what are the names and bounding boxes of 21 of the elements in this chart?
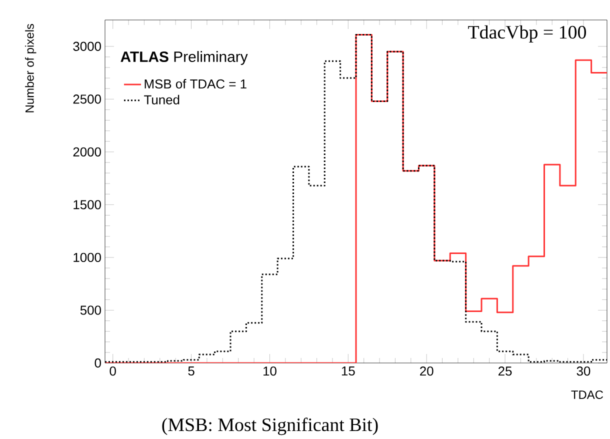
y-tick-label: 0 (94, 358, 101, 368)
x-tick-label: 15 (342, 366, 355, 376)
x-tick-label: 0 (110, 366, 116, 376)
x-tick-label: 10 (264, 366, 276, 376)
x-tick-label: 5 (188, 366, 194, 376)
legend-label: Tuned (144, 94, 180, 104)
annotation: ATLAS Preliminary (120, 51, 248, 65)
x-axis-title: TDAC (571, 390, 604, 399)
text: (MSB: Most Significant Bit) (162, 418, 378, 436)
x-tick-label: 20 (420, 366, 434, 376)
y-tick-label: 3000 (73, 42, 101, 51)
y-tick-label: 500 (80, 306, 101, 315)
y-axis-title: Number of pixels (25, 24, 36, 112)
y-tick-label: 1000 (74, 252, 101, 262)
x-tick-label: 30 (576, 366, 590, 376)
y-tick-label: 1500 (74, 200, 101, 210)
annotation: TdacVbp = 100 (468, 25, 586, 42)
y-tick-label: 2500 (73, 94, 101, 104)
y-tick-label: 2000 (73, 147, 101, 156)
x-tick-label: 25 (498, 366, 512, 376)
legend-label: MSB of TDAC = 1 (144, 79, 246, 89)
